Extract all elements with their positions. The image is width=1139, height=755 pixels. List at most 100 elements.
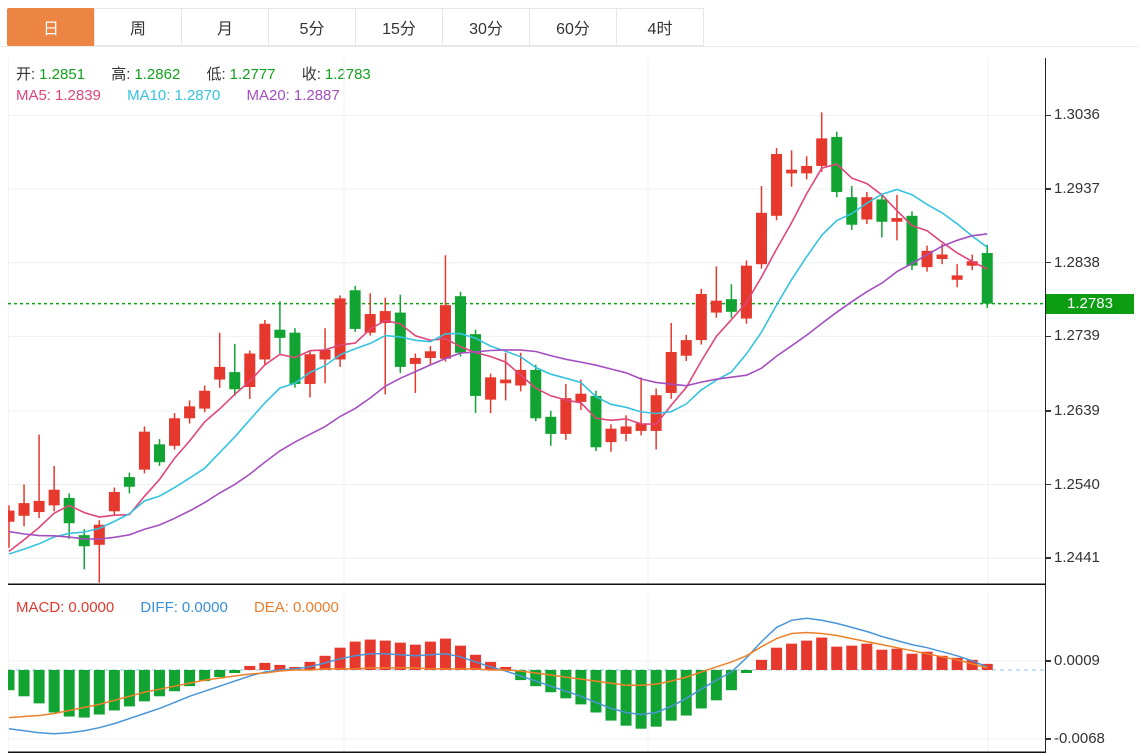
macd-histogram-bar [244, 665, 256, 670]
macd-histogram-bar [921, 651, 933, 670]
candle-body [78, 535, 90, 547]
dea-line [8, 631, 988, 719]
tab-5min[interactable]: 5分 [268, 8, 356, 46]
macd-histogram-bar [364, 639, 376, 670]
candle-body [500, 379, 512, 384]
candle-body [455, 296, 466, 353]
macd-histogram-bar [560, 669, 572, 699]
axis-tick [1046, 738, 1051, 740]
macd-histogram-bar [63, 669, 75, 717]
macd-histogram-bar [138, 669, 150, 702]
open-label: 开: [16, 66, 36, 83]
low-label: 低: [206, 66, 226, 83]
candle-body [364, 314, 376, 333]
macd-histogram-bar [455, 645, 466, 670]
macd-histogram-bar [771, 647, 783, 670]
candle-body [966, 261, 978, 266]
ma5-label: MA5: [16, 87, 52, 104]
candle-body [921, 250, 933, 268]
macd-pane-bottom-border [8, 751, 1045, 753]
candle-body [876, 199, 888, 222]
macd-histogram-bar [229, 669, 241, 673]
candle-body [771, 154, 783, 216]
diff-value: 0.0000 [181, 599, 228, 616]
macd-histogram-bar [605, 669, 617, 721]
tab-month[interactable]: 月 [181, 8, 269, 46]
close-label: 收: [301, 66, 321, 83]
candle-body [816, 138, 828, 166]
ohlc-legend: 开: 1.2851 高: 1.2862 低: 1.2777 收: 1.2783 [16, 63, 393, 84]
candle-body [846, 197, 858, 225]
candle-body [891, 218, 903, 222]
macd-histogram-bar [861, 643, 873, 670]
tab-day[interactable]: 日 [7, 8, 95, 46]
macd-histogram-bar [590, 669, 602, 713]
candle-body [304, 354, 316, 385]
ma20-value: 1.2887 [293, 87, 340, 104]
candle-body [199, 390, 211, 409]
candlestick-chart[interactable] [8, 58, 1045, 585]
candle-body [485, 377, 497, 400]
macd-histogram-bar [500, 666, 512, 670]
main-pane-bottom-border [8, 583, 1045, 585]
ma5-line [8, 163, 988, 553]
price-tick-label: 1.2441 [1054, 549, 1100, 567]
ma10-line [8, 188, 988, 555]
macd-histogram-bar [936, 655, 948, 670]
macd-histogram-bar [635, 669, 647, 729]
candle-body [936, 254, 948, 259]
candle-body [530, 369, 542, 419]
candle-body [470, 334, 482, 396]
price-tick-label: 1.2540 [1054, 475, 1100, 493]
open-value: 1.2851 [39, 66, 86, 83]
candle-body [108, 491, 120, 512]
ma20-line [8, 233, 988, 540]
macd-histogram-bar [710, 669, 722, 701]
macd-histogram-bar [816, 637, 828, 670]
tab-week[interactable]: 周 [94, 8, 182, 46]
tab-15min[interactable]: 15分 [355, 8, 443, 46]
macd-label: MACD: [16, 599, 65, 616]
macd-chart[interactable] [8, 593, 1045, 753]
candle-body [439, 305, 451, 359]
tabbar-divider [0, 46, 1139, 47]
macd-histogram-bar [108, 669, 120, 711]
macd-histogram-bar [620, 669, 632, 726]
macd-histogram-bar [545, 669, 557, 693]
macd-histogram-bar [48, 669, 60, 713]
candle-body [259, 323, 271, 360]
macd-histogram-bar [966, 659, 978, 670]
high-label: 高: [111, 66, 131, 83]
candle-body [63, 497, 75, 524]
axis-tick [1046, 188, 1051, 190]
candle-body [214, 366, 226, 380]
candle-body [635, 423, 647, 431]
dea-label: DEA: [253, 599, 289, 616]
macd-histogram-bar [951, 657, 963, 670]
candle-body [33, 500, 45, 513]
candle-body [560, 398, 572, 434]
macd-histogram-bar [575, 669, 587, 705]
ma10-value: 1.2870 [174, 87, 221, 104]
candle-body [394, 312, 406, 367]
price-tick-label: 1.2639 [1054, 401, 1100, 419]
tab-30min[interactable]: 30分 [442, 8, 530, 46]
tab-4hour[interactable]: 4时 [616, 8, 704, 46]
tab-60min[interactable]: 60分 [529, 8, 617, 46]
candle-body [951, 275, 963, 280]
candle-body [184, 406, 196, 419]
macd-histogram-bar [93, 669, 105, 715]
price-tick-label: 1.2838 [1054, 253, 1100, 271]
macd-histogram-bar [184, 669, 196, 687]
ma-legend: MA5: 1.2839 MA10: 1.2870 MA20: 1.2887 [16, 87, 362, 104]
candle-body [786, 169, 798, 174]
candle-body [244, 353, 256, 388]
candle-body [154, 444, 165, 463]
candle-body [334, 298, 346, 360]
macd-histogram-bar [259, 662, 271, 670]
dea-value: 0.0000 [292, 599, 339, 616]
candle-body [740, 265, 752, 319]
price-tick-label: 1.2739 [1054, 327, 1100, 345]
candle-body [123, 477, 135, 487]
candle-body [409, 357, 421, 364]
